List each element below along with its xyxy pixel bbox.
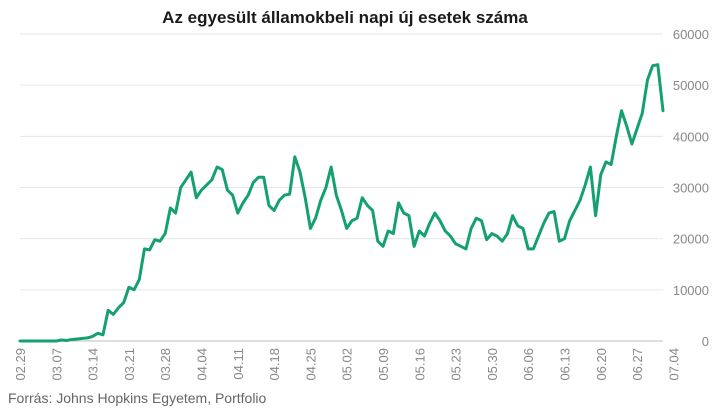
x-tick-label: 05.09 — [376, 348, 391, 381]
y-tick-label: 50000 — [673, 78, 709, 93]
x-tick-label: 06.27 — [630, 348, 645, 381]
y-tick-label: 60000 — [673, 27, 709, 42]
y-tick-label: 10000 — [673, 283, 709, 298]
x-tick-label: 05.16 — [412, 348, 427, 381]
x-tick-label: 05.02 — [340, 348, 355, 381]
x-tick-label: 05.23 — [449, 348, 464, 381]
x-tick-label: 04.11 — [231, 348, 246, 380]
x-tick-label: 03.28 — [158, 348, 173, 381]
x-tick-label: 04.18 — [267, 348, 282, 381]
x-tick-label: 04.25 — [303, 348, 318, 381]
y-tick-label: 30000 — [673, 181, 709, 196]
series-line — [18, 63, 665, 343]
y-axis-ticks: 0 10000 20000 30000 40000 50000 60000 — [673, 27, 709, 349]
x-tick-label: 05.30 — [485, 348, 500, 381]
x-tick-label: 03.21 — [122, 348, 137, 381]
x-axis-ticks: 02.29 03.07 03.14 03.21 03.28 04.04 04.11 04.18… — [13, 348, 681, 381]
x-tick-label: 06.20 — [594, 348, 609, 381]
x-tick-label: 06.06 — [521, 348, 536, 381]
y-tick-label: 20000 — [673, 232, 709, 247]
x-tick-label: 04.04 — [194, 348, 209, 381]
x-tick-label: 07.04 — [666, 348, 681, 381]
x-tick-label: 06.13 — [557, 348, 572, 381]
source-note: Forrás: Johns Hopkins Egyetem, Portfolio — [8, 390, 267, 406]
x-tick-label: 03.14 — [86, 348, 101, 381]
x-tick-label: 03.07 — [49, 348, 64, 381]
grid-lines — [20, 33, 663, 342]
y-tick-label: 0 — [702, 334, 709, 349]
series-layer — [18, 63, 665, 343]
x-tick-label: 02.29 — [13, 348, 28, 381]
chart-title: Az egyesült államokbeli napi új esetek s… — [162, 8, 528, 27]
y-tick-label: 40000 — [673, 129, 709, 144]
